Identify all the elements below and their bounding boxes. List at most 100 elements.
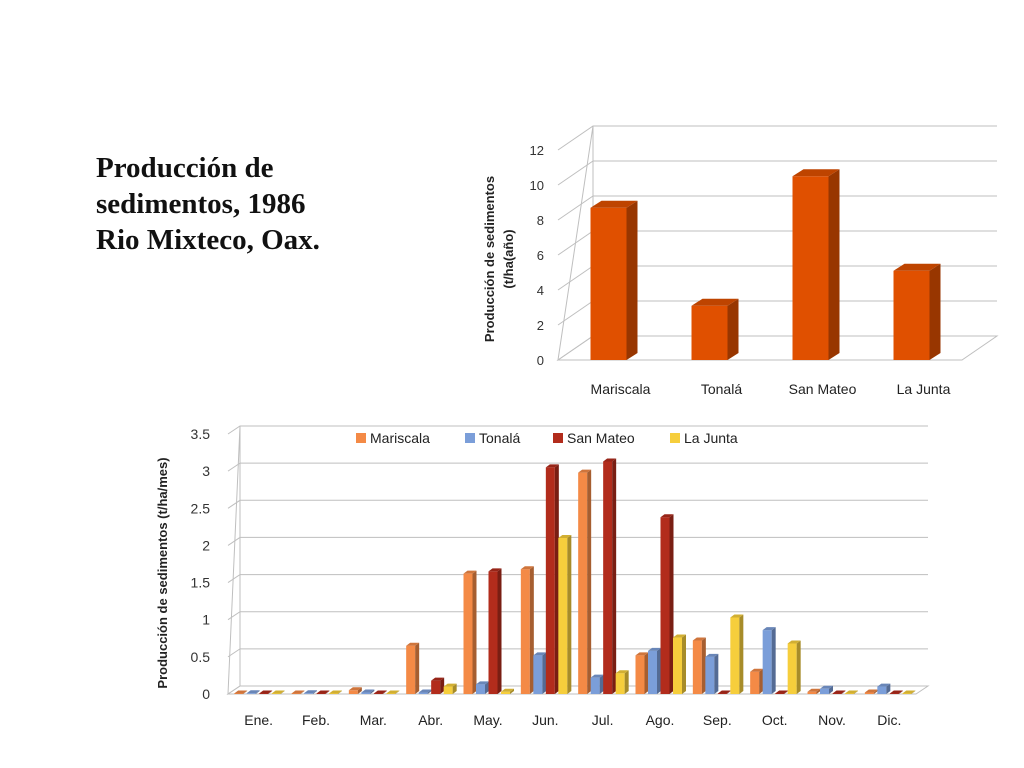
monthly-bar-side [714,653,719,694]
annual-bar-front [590,207,627,360]
monthly-bar-side [682,634,686,694]
monthly-bar-front [533,655,543,694]
monthly-bar-side [886,683,891,694]
monthly-gridline [227,574,928,583]
monthly-bar-top [348,687,362,691]
monthly-bar-front [259,693,269,694]
monthly-x-tick-label: Mar. [360,712,387,728]
monthly-bar-side [599,674,604,694]
monthly-bar-side [510,688,514,694]
monthly-bar-side [829,685,833,694]
monthly-bar-top [463,570,477,574]
monthly-y-tick-label: 0 [202,686,210,702]
monthly-bar-side [485,681,489,694]
monthly-bar-top [431,677,445,681]
monthly-side-wall [227,425,241,695]
monthly-bar [750,668,764,694]
monthly-bar-front [361,692,371,694]
legend-label: San Mateo [567,430,635,446]
monthly-bar [635,652,649,694]
monthly-bar-side [427,689,432,694]
annual-gridline [557,125,997,151]
monthly-bar [864,689,878,694]
monthly-bar [246,690,260,694]
monthly-bar-side [587,469,592,694]
monthly-bar-top [533,652,547,656]
monthly-bar-side [816,688,821,694]
monthly-x-tick-label: Ago. [646,712,675,728]
monthly-bar-top [329,690,342,694]
monthly-bar-front [762,630,772,694]
monthly-bar-side [452,683,457,694]
monthly-bar [329,690,342,694]
monthly-bar-front [291,693,301,694]
monthly-bar-side [313,690,317,694]
monthly-bar [259,690,273,694]
annual-y-tick-label: 6 [537,248,544,263]
monthly-bar-front [692,640,702,694]
monthly-bar [730,614,744,694]
monthly-bar [520,566,534,694]
monthly-bar [807,688,821,694]
annual-y-axis-title-line: (t/ha(año) [501,229,516,288]
monthly-bar-front [889,693,899,694]
monthly-bar-side [554,464,559,694]
monthly-bar-top [692,637,706,641]
annual-bar [590,200,638,360]
monthly-chart-group: 0 0.5 1 1.5 2 2.5 3 3.5 Ene. Feb. Mar. Abr. May. Jun.… [155,425,930,728]
annual-x-tick-label: La Junta [897,381,951,397]
monthly-bar-front [431,680,441,694]
monthly-bar-front [877,686,887,694]
monthly-gridline [227,648,928,658]
annual-x-tick-label: Mariscala [591,381,651,397]
monthly-bar-side [382,690,387,694]
monthly-bar-top [864,689,878,693]
monthly-bar-side [280,690,285,694]
monthly-bar-top [787,640,801,644]
monthly-bar-front [750,671,760,694]
monthly-bar [291,690,305,694]
annual-bar-top [691,298,739,306]
monthly-y-tick-label: 2 [202,537,210,553]
monthly-floor [226,685,930,695]
monthly-bar-top [762,627,776,631]
monthly-y-axis-title: Producción de sedimentos (t/ha/mes) [155,457,170,688]
annual-x-tick-label: San Mateo [789,381,857,397]
monthly-bar [316,690,330,694]
monthly-bar-front [418,692,428,694]
monthly-bar-top [373,690,387,694]
monthly-bar-top [304,690,317,694]
monthly-x-tick-label: May. [473,712,502,728]
annual-bar-front [792,176,829,360]
legend-label: Tonalá [479,430,520,446]
annual-y-axis-title: Producción de sedimentos (t/ha(año) [482,176,516,342]
monthly-bar-top [603,458,617,462]
monthly-bar-top [845,690,858,694]
monthly-bar [545,464,559,694]
monthly-y-tick-label: 1 [202,612,210,628]
monthly-bar-side [644,652,649,694]
annual-bar-side [828,169,840,360]
monthly-bar [705,653,719,694]
monthly-bar-top [291,690,305,694]
annual-bar-top [792,169,840,177]
monthly-bar [463,570,477,694]
annual-bar [792,169,840,360]
monthly-bar-side [529,566,534,694]
monthly-bar-side [440,677,445,694]
monthly-bar [431,677,445,694]
monthly-bar-front [406,645,416,694]
monthly-bar-front [845,693,854,694]
monthly-bar [877,683,891,694]
annual-y-tick-label: 12 [530,143,544,158]
annual-y-tick-label: 10 [530,178,544,193]
monthly-bar-front [304,693,313,694]
monthly-bar [488,568,502,694]
monthly-x-tick-label: Ene. [244,712,273,728]
monthly-bar [603,458,617,694]
monthly-bar-front [775,693,785,694]
monthly-bar-top [877,683,891,687]
monthly-bar-top [406,642,420,646]
monthly-bar-front [246,693,256,694]
